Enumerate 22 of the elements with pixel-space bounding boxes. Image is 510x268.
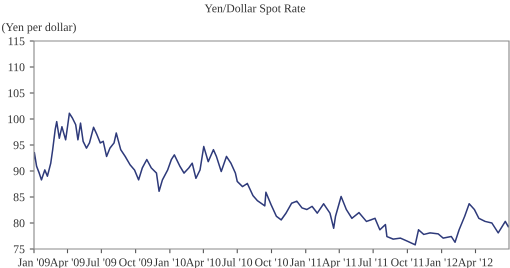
y-tick-label: 110 <box>8 63 25 72</box>
y-tick-label: 85 <box>14 193 25 202</box>
x-tick-label: Jul '09 <box>86 258 116 266</box>
x-tick-label: Jan '09 <box>18 258 50 266</box>
x-tick-label: Jan '11 <box>290 258 322 266</box>
y-tick-label: 90 <box>14 167 25 176</box>
x-tick-label: Jul '10 <box>222 258 252 266</box>
x-tick-label: Jul '11 <box>358 258 388 266</box>
x-tick-label: Oct '10 <box>255 258 288 266</box>
y-tick-label: 75 <box>14 245 25 254</box>
chart-title: Yen/Dollar Spot Rate <box>204 4 306 15</box>
x-tick-label: Oct '09 <box>119 258 152 266</box>
y-tick-label: 100 <box>8 115 25 124</box>
y-tick-label: 105 <box>8 89 25 98</box>
y-tick-label: 95 <box>14 141 25 150</box>
line-series <box>34 112 509 246</box>
y-tick-label: 80 <box>14 219 25 228</box>
x-tick-label: Jan '10 <box>154 258 186 266</box>
y-axis-title: (Yen per dollar) <box>2 22 76 34</box>
y-tick-label: 115 <box>8 37 25 46</box>
x-tick-label: Jan '12 <box>426 258 458 266</box>
x-tick-label: Oct '11 <box>391 258 424 266</box>
